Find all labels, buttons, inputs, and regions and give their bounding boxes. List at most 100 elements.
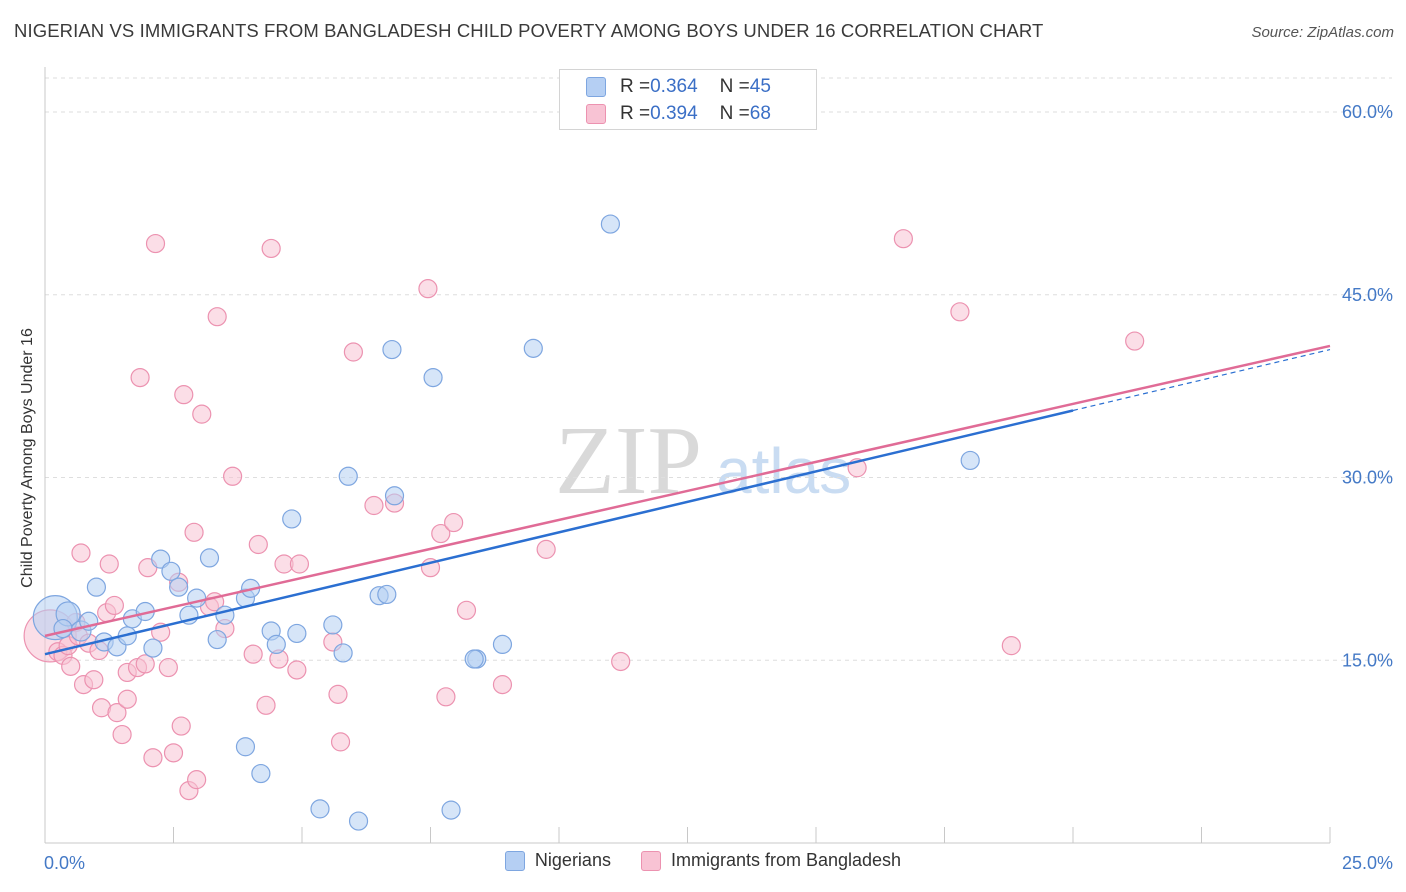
bangladesh-point (261, 238, 281, 259)
bangladesh-point (84, 670, 104, 690)
axes (44, 67, 1331, 844)
nigerians-point (348, 811, 369, 831)
bangladesh-point (611, 651, 631, 672)
nigerians-trend-line (44, 409, 1074, 656)
legend-r-value: 0.364 (650, 76, 698, 97)
watermark-zip: ZIP (555, 407, 702, 515)
legend-swatch-bangladesh (640, 850, 661, 871)
bangladesh-point (950, 302, 970, 322)
nigerians-point (235, 737, 256, 757)
bangladesh-point (330, 732, 351, 752)
nigerians-point (86, 577, 107, 597)
y-tick-label: 15.0% (1342, 650, 1393, 670)
bangladesh-point (192, 404, 212, 424)
bangladesh-point (436, 687, 456, 707)
bangladesh-point (536, 539, 556, 559)
tick-labels: 15.0% 30.0% 45.0% 60.0% 0.0% 25.0% (44, 102, 1393, 873)
nigerians-point (338, 466, 358, 486)
bangladesh-trend-line (44, 344, 1331, 638)
bangladesh-point (71, 543, 91, 563)
nigerians-point (960, 450, 980, 471)
y-axis-label: Child Poverty Among Boys Under 16 (19, 328, 36, 588)
legend-item-nigerians[interactable]: Nigerians (504, 850, 611, 871)
nigerians-point (492, 634, 513, 655)
bangladesh-point (207, 307, 227, 327)
nigerians-point (600, 214, 621, 234)
bangladesh-point (287, 660, 307, 680)
nigerians-point (382, 339, 402, 360)
legend-n-value: 45 (749, 76, 771, 97)
legend-label-bangladesh: Immigrants from Bangladesh (670, 850, 902, 870)
watermark: ZIP atlas (555, 407, 851, 515)
legend-n-label: N = (719, 103, 750, 124)
bangladesh-point (107, 703, 127, 723)
nigerians-point (151, 549, 171, 569)
nigerians-trend-extension (1072, 348, 1331, 412)
bangladesh-point (171, 716, 191, 736)
bangladesh-point (117, 689, 137, 709)
nigerians-point (333, 643, 353, 663)
bangladesh-point (61, 656, 81, 676)
legend-r-label: R = (620, 103, 651, 124)
data-points (23, 214, 1145, 831)
bangladesh-point (1001, 636, 1021, 656)
watermark-atlas: atlas (716, 435, 851, 507)
nigerians-point (199, 548, 220, 568)
chart-title: NIGERIAN VS IMMIGRANTS FROM BANGLADESH C… (14, 20, 1044, 41)
legend-row-bangladesh: R = 0.394 N = 68 (586, 102, 771, 126)
nigerians-point (282, 509, 302, 529)
bangladesh-point (223, 466, 243, 486)
nigerians-point (523, 338, 543, 358)
legend-swatch-bangladesh (586, 104, 606, 124)
y-tick-label: 45.0% (1342, 285, 1393, 305)
bangladesh-point (135, 654, 155, 674)
nigerians-point (310, 799, 330, 819)
legend-n-value: 68 (749, 103, 771, 124)
source-label: Source: ZipAtlas.com (1251, 24, 1394, 41)
legend-r-label: R = (620, 76, 651, 97)
bangladesh-point (456, 600, 477, 620)
y-tick-label: 30.0% (1342, 468, 1393, 488)
series-legend: Nigerians Immigrants from Bangladesh (0, 850, 1406, 871)
nigerians-point (464, 649, 484, 669)
correlation-legend: R = 0.364 N = 45 R = 0.394 N = 68 (559, 69, 817, 130)
trend-lines (44, 344, 1331, 656)
y-tick-label: 60.0% (1342, 102, 1393, 122)
bangladesh-point (248, 534, 268, 555)
legend-n-label: N = (719, 76, 750, 97)
bangladesh-point (431, 523, 451, 544)
legend-label-nigerians: Nigerians (534, 850, 611, 870)
x-tick-label: 0.0% (44, 853, 85, 873)
nigerians-point (251, 763, 271, 784)
nigerians-point (53, 618, 73, 639)
nigerians-point (169, 577, 189, 597)
nigerians-point (423, 367, 443, 388)
bangladesh-point (289, 554, 310, 574)
nigerians-point (323, 615, 343, 635)
bangladesh-point (492, 675, 513, 695)
nigerians-point (384, 486, 405, 506)
bangladesh-point (444, 512, 464, 533)
bangladesh-point (130, 367, 150, 388)
bangladesh-point (418, 279, 438, 299)
bangladesh-point (893, 229, 913, 249)
bangladesh-point (112, 724, 132, 745)
bangladesh-point (163, 743, 184, 763)
nigerians-point (441, 800, 461, 820)
bangladesh-point (256, 695, 276, 715)
bangladesh-point (104, 595, 124, 616)
legend-row-nigerians: R = 0.364 N = 45 (586, 75, 771, 99)
legend-r-value: 0.394 (650, 103, 698, 124)
legend-item-bangladesh[interactable]: Immigrants from Bangladesh (640, 850, 902, 871)
bangladesh-point (158, 657, 178, 678)
bangladesh-point (343, 342, 363, 362)
bangladesh-point (1125, 331, 1145, 351)
nigerians-point (377, 584, 397, 605)
bangladesh-point (99, 554, 119, 574)
x-tick-label: 25.0% (1342, 853, 1393, 873)
legend-swatch-nigerians (504, 850, 525, 871)
nigerians-point (207, 629, 227, 650)
bangladesh-point (328, 684, 348, 704)
grid (45, 77, 1392, 661)
